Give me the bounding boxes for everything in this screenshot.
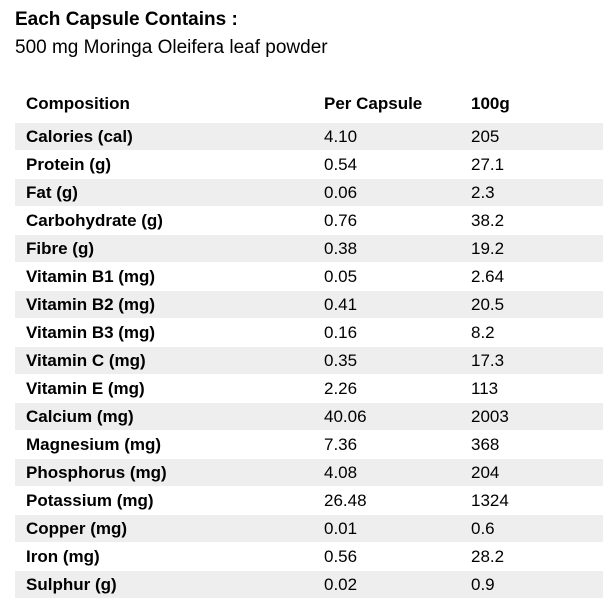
column-header-composition: Composition [15, 89, 313, 122]
per-100g-value: 0.6 [460, 514, 603, 543]
per-100g-value: 0.9 [460, 570, 603, 598]
table-row: Vitamin B3 (mg) 0.16 8.2 [15, 318, 603, 347]
composition-table: Composition Per Capsule 100g Calories (c… [15, 89, 603, 598]
row-label: Phosphorus (mg) [15, 458, 313, 487]
table-row: Potassium (mg) 26.48 1324 [15, 486, 603, 515]
per-capsule-value: 2.26 [313, 374, 460, 403]
row-label: Sulphur (g) [15, 570, 313, 598]
row-label: Magnesium (mg) [15, 430, 313, 459]
row-label: Vitamin B2 (mg) [15, 290, 313, 319]
header-row: Composition Per Capsule 100g [15, 89, 603, 122]
per-capsule-value: 0.16 [313, 318, 460, 347]
table-row: Protein (g) 0.54 27.1 [15, 150, 603, 179]
table-row: Fat (g) 0.06 2.3 [15, 178, 603, 207]
per-capsule-value: 0.01 [313, 514, 460, 543]
per-100g-value: 368 [460, 430, 603, 459]
row-label: Protein (g) [15, 150, 313, 179]
per-100g-value: 2003 [460, 402, 603, 431]
per-capsule-value: 0.41 [313, 290, 460, 319]
table-row: Vitamin B1 (mg) 0.05 2.64 [15, 262, 603, 291]
table-row: Sulphur (g) 0.02 0.9 [15, 570, 603, 598]
per-100g-value: 28.2 [460, 542, 603, 571]
per-capsule-value: 40.06 [313, 402, 460, 431]
per-100g-value: 20.5 [460, 290, 603, 319]
per-capsule-value: 0.02 [313, 570, 460, 598]
per-capsule-value: 0.06 [313, 178, 460, 207]
per-capsule-value: 0.54 [313, 150, 460, 179]
table-row: Iron (mg) 0.56 28.2 [15, 542, 603, 571]
row-label: Fibre (g) [15, 234, 313, 263]
table-row: Fibre (g) 0.38 19.2 [15, 234, 603, 263]
table-row: Vitamin B2 (mg) 0.41 20.5 [15, 290, 603, 319]
table-row: Copper (mg) 0.01 0.6 [15, 514, 603, 543]
per-capsule-value: 0.38 [313, 234, 460, 263]
row-label: Carbohydrate (g) [15, 206, 313, 235]
table-row: Vitamin C (mg) 0.35 17.3 [15, 346, 603, 375]
per-capsule-value: 0.05 [313, 262, 460, 291]
per-100g-value: 17.3 [460, 346, 603, 375]
row-label: Vitamin B3 (mg) [15, 318, 313, 347]
row-label: Vitamin B1 (mg) [15, 262, 313, 291]
composition-table-container: Composition Per Capsule 100g Calories (c… [15, 89, 603, 598]
table-row: Calories (cal) 4.10 205 [15, 119, 603, 151]
per-100g-value: 19.2 [460, 234, 603, 263]
per-capsule-value: 26.48 [313, 486, 460, 515]
per-capsule-value: 4.08 [313, 458, 460, 487]
per-100g-value: 38.2 [460, 206, 603, 235]
per-100g-value: 205 [460, 119, 603, 151]
table-body: Calories (cal) 4.10 205 Protein (g) 0.54… [15, 119, 603, 598]
per-capsule-value: 0.35 [313, 346, 460, 375]
table-row: Magnesium (mg) 7.36 368 [15, 430, 603, 459]
per-100g-value: 113 [460, 374, 603, 403]
column-header-per-capsule: Per Capsule [313, 89, 460, 122]
page-subtitle: 500 mg Moringa Oleifera leaf powder [15, 37, 328, 58]
per-100g-value: 2.3 [460, 178, 603, 207]
row-label: Vitamin C (mg) [15, 346, 313, 375]
table-row: Calcium (mg) 40.06 2003 [15, 402, 603, 431]
page-title: Each Capsule Contains : [15, 9, 238, 30]
row-label: Calcium (mg) [15, 402, 313, 431]
table-row: Carbohydrate (g) 0.76 38.2 [15, 206, 603, 235]
table-header: Composition Per Capsule 100g [15, 89, 603, 122]
row-label: Copper (mg) [15, 514, 313, 543]
per-capsule-value: 4.10 [313, 119, 460, 151]
row-label: Potassium (mg) [15, 486, 313, 515]
row-label: Fat (g) [15, 178, 313, 207]
row-label: Vitamin E (mg) [15, 374, 313, 403]
per-100g-value: 8.2 [460, 318, 603, 347]
per-capsule-value: 0.56 [313, 542, 460, 571]
row-label: Calories (cal) [15, 119, 313, 151]
per-100g-value: 2.64 [460, 262, 603, 291]
table-row: Phosphorus (mg) 4.08 204 [15, 458, 603, 487]
per-capsule-value: 7.36 [313, 430, 460, 459]
per-100g-value: 27.1 [460, 150, 603, 179]
per-capsule-value: 0.76 [313, 206, 460, 235]
column-header-100g: 100g [460, 89, 603, 122]
table-row: Vitamin E (mg) 2.26 113 [15, 374, 603, 403]
row-label: Iron (mg) [15, 542, 313, 571]
per-100g-value: 204 [460, 458, 603, 487]
per-100g-value: 1324 [460, 486, 603, 515]
